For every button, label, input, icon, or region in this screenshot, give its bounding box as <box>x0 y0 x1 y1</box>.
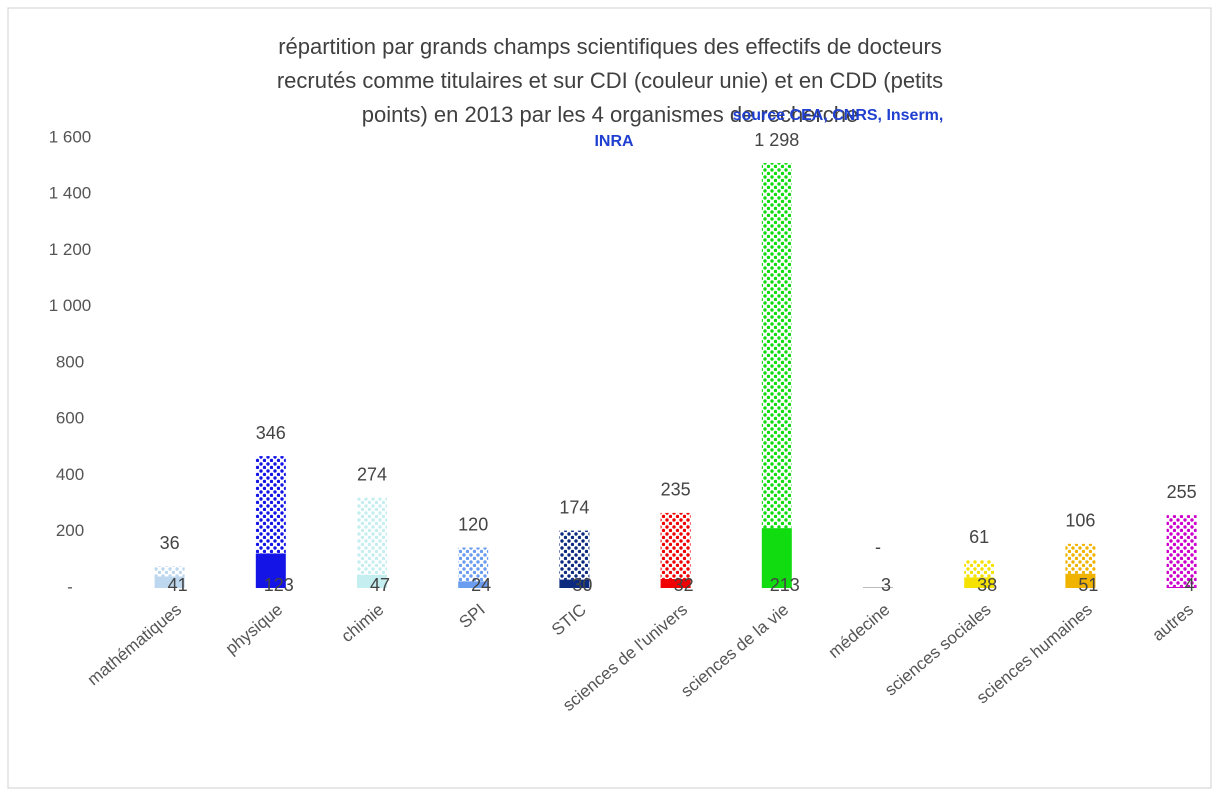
data-label: 32 <box>674 575 694 595</box>
data-label: 235 <box>661 480 691 500</box>
chart-frame <box>7 7 1212 789</box>
data-label: 61 <box>969 527 989 547</box>
bar-segment-dotted <box>1065 543 1096 574</box>
data-label: 1 298 <box>754 130 799 150</box>
y-tick-label: - <box>67 577 73 596</box>
bar-segment-dotted <box>964 560 995 578</box>
chart-title: recrutés comme titulaires et sur CDI (co… <box>277 68 943 93</box>
data-label: 213 <box>770 575 800 595</box>
data-label: 51 <box>1078 575 1098 595</box>
data-label: 106 <box>1065 511 1095 531</box>
y-tick-label: 1 600 <box>49 127 92 146</box>
bar-segment <box>1166 586 1197 588</box>
y-tick-label: 400 <box>56 465 84 484</box>
y-tick-label: 600 <box>56 409 84 428</box>
data-label: 120 <box>458 514 488 534</box>
bar-segment-dotted <box>458 547 489 582</box>
data-label: 24 <box>471 575 491 595</box>
y-tick-label: 1 000 <box>49 296 92 315</box>
source-note: INRA <box>594 133 634 150</box>
bar-segment <box>255 553 286 588</box>
data-label: 346 <box>256 423 286 443</box>
data-label: 123 <box>264 575 294 595</box>
bar-segment-dotted <box>761 163 792 529</box>
bar-segment <box>154 576 185 588</box>
chart-title: points) en 2013 par les 4 organismes de … <box>362 102 859 127</box>
data-label: 274 <box>357 464 387 484</box>
data-label: - <box>875 537 881 557</box>
data-label: 255 <box>1167 482 1197 502</box>
bar-segment <box>458 581 489 588</box>
bar-segment <box>559 579 590 588</box>
bar-segment <box>761 528 792 588</box>
source-note: source CEA, CNRS, Inserm, <box>733 107 944 124</box>
y-tick-label: 1 200 <box>49 240 92 259</box>
data-label: 36 <box>160 533 180 553</box>
bar-segment-dotted <box>559 530 590 580</box>
data-label: 4 <box>1185 575 1195 595</box>
bar-segment-dotted <box>357 497 387 575</box>
data-label: 41 <box>168 575 188 595</box>
bar-segment <box>357 574 387 588</box>
y-tick-label: 1 400 <box>49 184 92 203</box>
chart-title: répartition par grands champs scientifiq… <box>278 34 942 59</box>
bar-segment-dotted <box>660 512 691 579</box>
bar-segment <box>1065 573 1096 588</box>
bar-segment-dotted <box>1166 515 1197 587</box>
bar-segment <box>964 577 995 588</box>
data-label: 3 <box>881 575 891 595</box>
bar-segment <box>660 579 691 588</box>
y-tick-label: 200 <box>56 521 84 540</box>
y-tick-label: 800 <box>56 352 84 371</box>
data-label: 174 <box>559 497 589 517</box>
data-label: 38 <box>977 575 997 595</box>
data-label: 30 <box>572 575 592 595</box>
bar-segment <box>863 587 893 588</box>
bar-segment-dotted <box>255 456 286 554</box>
bar-segment-dotted <box>154 566 185 577</box>
data-label: 47 <box>370 575 390 595</box>
